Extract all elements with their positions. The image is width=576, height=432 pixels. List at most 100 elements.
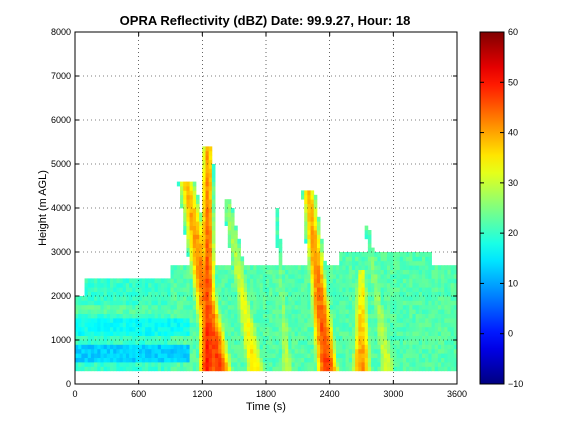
heatmap-cell — [393, 296, 397, 301]
heatmap-cell — [129, 326, 133, 332]
heatmap-cell — [253, 357, 257, 363]
heatmap-cell — [253, 287, 257, 292]
heatmap-cell — [390, 353, 394, 358]
heatmap-cell — [94, 296, 98, 301]
heatmap-cell — [192, 221, 197, 226]
heatmap-cell — [227, 269, 232, 275]
heatmap-cell — [183, 291, 187, 297]
heatmap-cell — [227, 318, 232, 323]
heatmap-cell — [218, 331, 222, 336]
heatmap-cell — [208, 287, 213, 292]
heatmap-cell — [386, 322, 391, 328]
heatmap-cell — [421, 300, 426, 306]
heatmap-cell — [421, 357, 426, 363]
heatmap-cell — [367, 318, 372, 323]
heatmap-cell — [297, 304, 302, 310]
heatmap-cell — [84, 362, 89, 367]
heatmap-cell — [221, 269, 226, 275]
heatmap-cell — [272, 287, 276, 292]
heatmap-cell — [183, 313, 187, 319]
heatmap-cell — [412, 287, 417, 292]
heatmap-cell — [307, 260, 311, 266]
heatmap-cell — [310, 282, 315, 288]
heatmap-cell — [148, 304, 152, 310]
heatmap-cell — [110, 322, 114, 328]
heatmap-cell — [355, 282, 359, 288]
heatmap-cell — [281, 322, 286, 328]
heatmap-cell — [434, 335, 439, 341]
heatmap-cell — [253, 265, 257, 270]
heatmap-cell — [266, 282, 270, 288]
heatmap-cell — [421, 309, 426, 314]
heatmap-cell — [215, 331, 219, 336]
heatmap-cell — [176, 318, 181, 323]
heatmap-cell — [103, 326, 108, 332]
heatmap-cell — [301, 331, 305, 336]
heatmap-cell — [367, 300, 372, 306]
heatmap-cell — [393, 335, 397, 341]
heatmap-cell — [342, 322, 346, 328]
heatmap-cell — [304, 265, 308, 270]
heatmap-cell — [173, 322, 178, 328]
heatmap-cell — [418, 260, 423, 266]
heatmap-cell — [421, 278, 426, 284]
heatmap-cell — [266, 353, 270, 358]
heatmap-cell — [396, 256, 401, 262]
heatmap-cell — [386, 252, 391, 257]
heatmap-cell — [402, 366, 407, 372]
heatmap-cell — [313, 230, 318, 235]
heatmap-cell — [377, 300, 381, 306]
heatmap-cell — [345, 256, 350, 262]
heatmap-cell — [441, 340, 445, 345]
heatmap-cell — [189, 247, 194, 253]
heatmap-cell — [78, 326, 82, 332]
heatmap-cell — [285, 340, 289, 345]
heatmap-cell — [425, 362, 429, 367]
heatmap-cell — [97, 278, 101, 284]
heatmap-cell — [151, 326, 155, 332]
heatmap-cell — [428, 313, 432, 319]
heatmap-cell — [310, 247, 315, 253]
heatmap-cell — [87, 362, 92, 367]
heatmap-cell — [371, 322, 375, 328]
heatmap-cell — [313, 353, 318, 358]
heatmap-cell — [180, 313, 184, 319]
heatmap-cell — [192, 296, 197, 301]
heatmap-cell — [145, 296, 149, 301]
heatmap-cell — [195, 230, 200, 235]
heatmap-cell — [211, 322, 216, 328]
heatmap-cell — [103, 353, 108, 358]
heatmap-cell — [415, 252, 420, 257]
heatmap-cell — [358, 256, 362, 262]
heatmap-cell — [434, 362, 439, 367]
heatmap-cell — [160, 348, 165, 354]
heatmap-cell — [444, 318, 448, 323]
heatmap-cell — [262, 344, 267, 350]
heatmap-cell — [75, 348, 79, 354]
heatmap-cell — [339, 340, 343, 345]
heatmap-cell — [116, 287, 120, 292]
heatmap-cell — [399, 269, 404, 275]
heatmap-cell — [167, 278, 171, 284]
heatmap-cell — [307, 194, 311, 200]
heatmap-cell — [272, 366, 276, 372]
heatmap-cell — [183, 230, 187, 235]
heatmap-cell — [288, 322, 292, 328]
heatmap-cell — [307, 309, 311, 314]
heatmap-cell — [434, 353, 439, 358]
heatmap-cell — [355, 300, 359, 306]
heatmap-cell — [377, 348, 381, 354]
heatmap-cell — [259, 335, 264, 341]
heatmap-cell — [202, 234, 206, 240]
heatmap-cell — [97, 296, 101, 301]
heatmap-cell — [364, 252, 369, 257]
heatmap-cell — [176, 326, 181, 332]
heatmap-cell — [316, 322, 321, 328]
heatmap-cell — [428, 260, 432, 266]
heatmap-cell — [208, 181, 213, 187]
heatmap-cell — [135, 318, 140, 323]
heatmap-cell — [84, 287, 89, 292]
heatmap-cell — [262, 366, 267, 372]
heatmap-cell — [339, 265, 343, 270]
heatmap-cell — [78, 304, 82, 310]
